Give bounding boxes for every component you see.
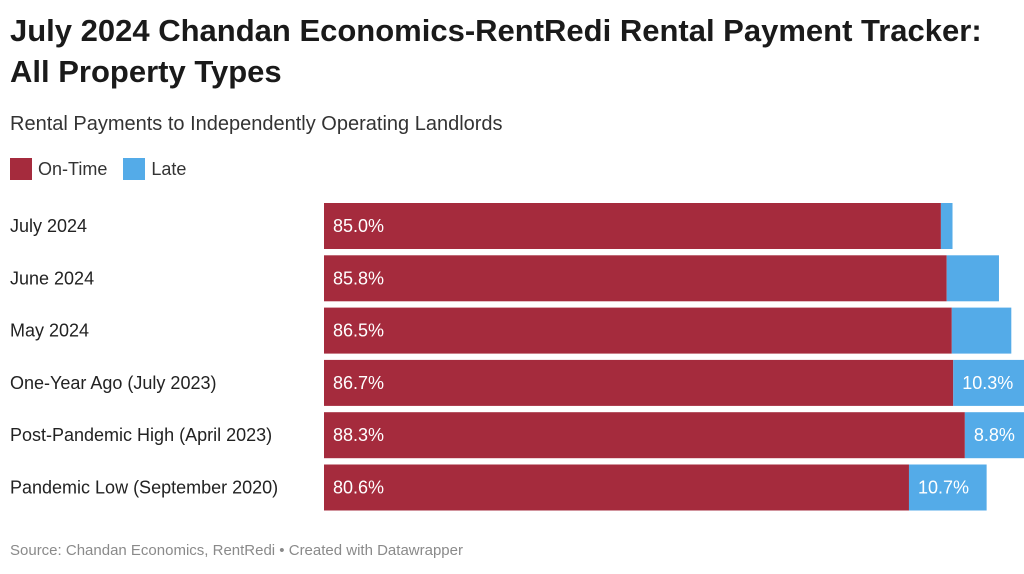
value-label-late-post-pandemic-high-april-2023: 8.8%: [974, 425, 1015, 445]
category-label-one-year-ago-july-2023: One-Year Ago (July 2023): [10, 373, 216, 393]
category-label-pandemic-low-september-2020: Pandemic Low (September 2020): [10, 478, 278, 498]
value-label-on-time-post-pandemic-high-april-2023: 88.3%: [333, 425, 384, 445]
bar-late-may-2024: [951, 307, 1012, 354]
category-label-july-2024: July 2024: [10, 216, 87, 236]
legend-item-late: Late: [123, 158, 186, 180]
value-label-late-one-year-ago-july-2023: 10.3%: [962, 373, 1013, 393]
bar-late-one-year-ago-july-2023: [953, 359, 1024, 406]
legend-label-late: Late: [151, 158, 187, 179]
value-label-late-pandemic-low-september-2020: 10.7%: [918, 478, 969, 498]
category-label-may-2024: May 2024: [10, 321, 89, 341]
bar-late-june-2024: [946, 255, 999, 302]
category-label-june-2024: June 2024: [10, 268, 94, 288]
source-note: Source: Chandan Economics, RentRedi • Cr…: [10, 542, 463, 559]
bar-on-time-june-2024: [324, 255, 947, 302]
stacked-bar-chart: July 2024 85.0% June 2024 85.8% May 2024 86.5…: [10, 203, 1024, 511]
legend-item-on-time: On-Time: [10, 158, 107, 180]
value-label-on-time-june-2024: 85.8%: [333, 268, 384, 288]
bar-late-july-2024: [940, 203, 953, 249]
chart-subtitle: Rental Payments to Independently Operati…: [10, 113, 503, 135]
bar-on-time-post-pandemic-high-april-2023: [324, 412, 965, 459]
legend-swatch-late: [123, 158, 146, 180]
legend-swatch-on-time: [10, 158, 32, 180]
value-label-on-time-may-2024: 86.5%: [333, 321, 384, 341]
bar-late-pandemic-low-september-2020: [908, 464, 987, 511]
value-label-on-time-pandemic-low-september-2020: 80.6%: [333, 478, 384, 498]
value-label-on-time-one-year-ago-july-2023: 86.7%: [333, 373, 384, 393]
legend: On-Time Late: [10, 156, 202, 182]
value-label-on-time-july-2024: 85.0%: [333, 216, 384, 236]
chart-title: July 2024 Chandan Economics-RentRedi Ren…: [10, 13, 982, 89]
bar-on-time-pandemic-low-september-2020: [324, 464, 909, 511]
bar-late-post-pandemic-high-april-2023: [964, 412, 1024, 459]
category-label-post-pandemic-high-april-2023: Post-Pandemic High (April 2023): [10, 425, 272, 445]
bar-on-time-july-2024: [324, 203, 941, 249]
legend-label-on-time: On-Time: [38, 158, 108, 179]
bar-on-time-one-year-ago-july-2023: [324, 359, 954, 406]
bar-on-time-may-2024: [324, 307, 952, 354]
